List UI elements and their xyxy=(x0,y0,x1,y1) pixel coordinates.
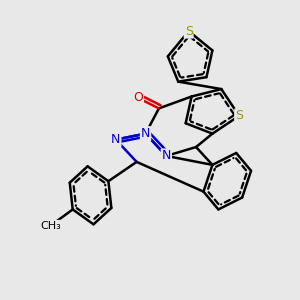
Text: O: O xyxy=(133,92,143,104)
Text: CH₃: CH₃ xyxy=(40,221,61,231)
Text: S: S xyxy=(184,25,193,38)
Text: S: S xyxy=(235,109,243,122)
Text: N: N xyxy=(111,133,121,146)
Text: N: N xyxy=(162,149,171,162)
Text: N: N xyxy=(141,127,150,140)
